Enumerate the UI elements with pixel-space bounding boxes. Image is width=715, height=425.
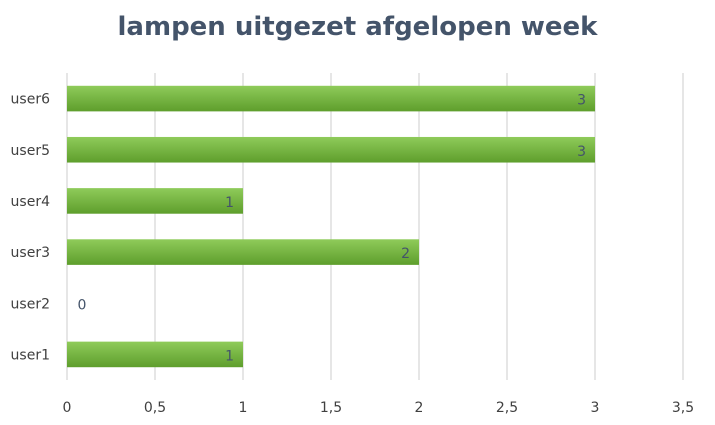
chart-title: lampen uitgezet afgelopen week [117,12,598,42]
data-label: 3 [577,144,586,160]
bar-user5 [67,136,595,163]
x-tick-label: 2,5 [496,400,518,416]
y-axis-labels: user1 user2 user3 user4 user5 user6 [11,92,51,364]
x-tick-label: 1,5 [320,400,342,416]
data-label: 2 [401,246,410,262]
bar-user4 [67,188,243,214]
data-label: 1 [225,348,234,364]
bar-user1 [67,341,243,368]
bar-user3 [67,239,419,265]
y-tick-label: user6 [11,92,51,108]
x-axis-labels: 0 0,5 1 1,5 2 2,5 3 3,5 [63,400,695,416]
data-label: 0 [78,297,87,313]
gridlines [66,73,684,380]
x-tick-label: 3,5 [672,400,694,416]
x-tick-label: 0 [63,400,72,416]
data-labels: 1 0 2 1 3 3 [78,93,586,365]
y-tick-label: user3 [11,245,50,261]
data-label: 3 [577,93,586,109]
x-tick-label: 1 [239,400,248,416]
x-tick-label: 0,5 [144,400,166,416]
y-tick-label: user4 [11,194,51,210]
bars [67,85,595,368]
data-label: 1 [225,195,234,211]
bar-user6 [67,85,595,112]
y-tick-label: user1 [11,347,50,363]
y-tick-label: user5 [11,143,50,159]
x-tick-label: 2 [415,400,424,416]
x-tick-label: 3 [591,400,600,416]
y-tick-label: user2 [11,296,50,312]
